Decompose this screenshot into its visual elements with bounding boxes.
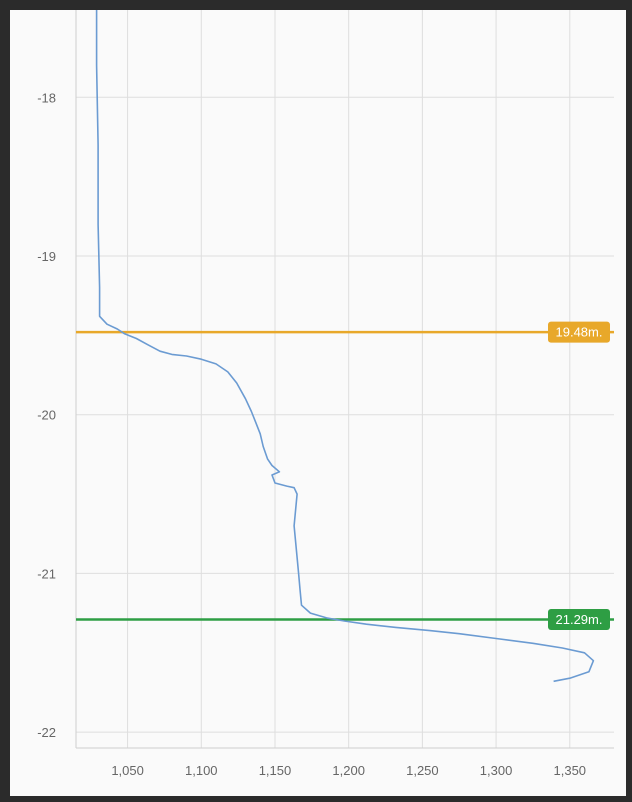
x-tick-label: 1,050 [111,763,144,778]
depth-chart: 1,050 1,100 1,150 1,200 1,250 1,300 1,350 -18 -1… [37,10,614,778]
series-line [95,10,595,683]
x-tick-label: 1,350 [554,763,587,778]
depth-marker-badge [548,321,610,343]
depth-marker-label: 21.29m. [556,612,603,627]
x-tick-label: 1,300 [480,763,513,778]
chart-frame: 1,050 1,100 1,150 1,200 1,250 1,300 1,350 -18 -1… [10,10,626,796]
y-tick-label: -22 [37,725,56,740]
x-tick-label: 1,200 [332,763,365,778]
x-tick-label: 1,150 [259,763,292,778]
depth-marker-badge [548,608,610,630]
y-tick-label: -20 [37,408,56,423]
x-tick-label: 1,100 [185,763,218,778]
y-tick-label: -19 [37,249,56,264]
y-tick-label: -18 [37,90,56,105]
x-tick-label: 1,250 [406,763,439,778]
y-tick-label: -21 [37,566,56,581]
depth-marker-label: 19.48m. [556,325,603,340]
